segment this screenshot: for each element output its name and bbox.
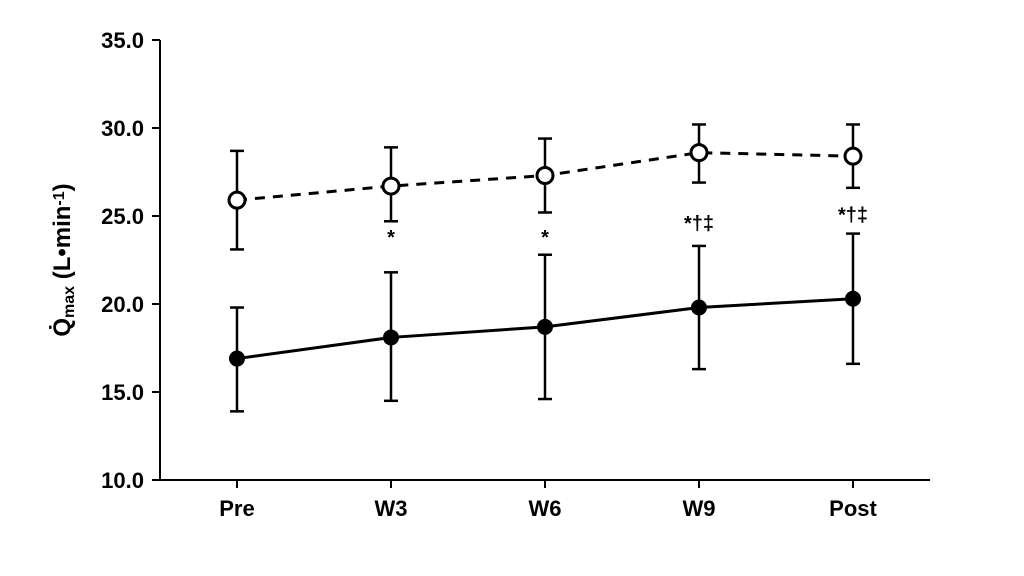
marker-filled-circle [845, 291, 861, 307]
y-axis-label: Q̇max (L•min-1) [49, 183, 78, 336]
significance-annotation: * [541, 227, 549, 249]
significance-annotation: * [387, 227, 395, 249]
y-tick-label: 15.0 [101, 380, 144, 405]
y-tick-label: 35.0 [101, 28, 144, 53]
qmax-chart: 10.0 15.0 20.0 25.0 30.0 35.0 Pre W3 W6 W9 Post Q̇m… [0, 0, 1024, 576]
significance-annotation: *†‡ [838, 204, 868, 226]
chart-svg: 10.0 15.0 20.0 25.0 30.0 35.0 Pre W3 W6 W9 Post Q̇m… [0, 0, 1024, 576]
marker-open-circle [383, 178, 399, 194]
marker-filled-circle [691, 300, 707, 316]
y-tick-label: 30.0 [101, 116, 144, 141]
marker-filled-circle [383, 329, 399, 345]
x-tick-label: W9 [683, 496, 716, 521]
marker-open-circle [229, 192, 245, 208]
x-tick-label: Post [829, 496, 877, 521]
x-tick-label: Pre [219, 496, 254, 521]
marker-open-circle [691, 145, 707, 161]
y-tick-label: 10.0 [101, 468, 144, 493]
marker-open-circle [537, 168, 553, 184]
marker-open-circle [845, 148, 861, 164]
y-tick-label: 25.0 [101, 204, 144, 229]
significance-annotation: *†‡ [684, 213, 714, 235]
y-tick-label: 20.0 [101, 292, 144, 317]
marker-filled-circle [229, 351, 245, 367]
x-tick-label: W6 [529, 496, 562, 521]
x-tick-label: W3 [375, 496, 408, 521]
marker-filled-circle [537, 319, 553, 335]
